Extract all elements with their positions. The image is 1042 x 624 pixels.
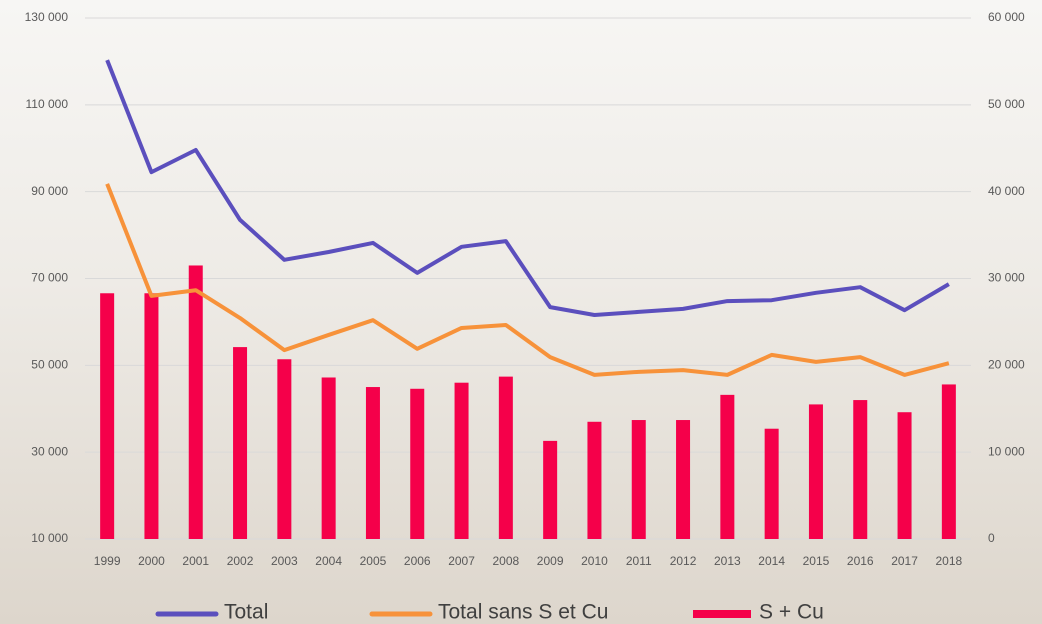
legend-label: S + Cu bbox=[759, 601, 824, 624]
x-tick-label: 2013 bbox=[714, 554, 741, 568]
bar bbox=[499, 377, 513, 539]
y-tick-label: 70 000 bbox=[31, 271, 68, 285]
y2-tick-label: 50 000 bbox=[988, 97, 1025, 111]
x-tick-label: 2002 bbox=[227, 554, 254, 568]
bar bbox=[853, 400, 867, 539]
x-tick-label: 2012 bbox=[670, 554, 697, 568]
x-tick-label: 2000 bbox=[138, 554, 165, 568]
bar bbox=[366, 387, 380, 539]
chart: 10 000 30 000 50 000 70 000 90 000 110 000 130… bbox=[0, 0, 1042, 624]
bar bbox=[632, 420, 646, 539]
x-tick-label: 2009 bbox=[537, 554, 564, 568]
bar bbox=[455, 383, 469, 539]
y2-tick-label: 40 000 bbox=[988, 184, 1025, 198]
x-tick-label: 2007 bbox=[448, 554, 475, 568]
bar bbox=[543, 441, 557, 539]
legend-label: Total sans S et Cu bbox=[438, 601, 608, 624]
y-tick-label: 50 000 bbox=[31, 358, 68, 372]
bar bbox=[410, 389, 424, 539]
x-tick-label: 2015 bbox=[803, 554, 830, 568]
bar bbox=[144, 293, 158, 539]
x-tick-label: 2014 bbox=[758, 554, 785, 568]
x-tick-label: 2001 bbox=[182, 554, 209, 568]
bar bbox=[233, 347, 247, 539]
x-tick-label: 2017 bbox=[891, 554, 918, 568]
y2-tick-label: 0 bbox=[988, 531, 995, 545]
y2-tick-label: 60 000 bbox=[988, 10, 1025, 24]
y-tick-label: 90 000 bbox=[31, 184, 68, 198]
y2-tick-label: 30 000 bbox=[988, 271, 1025, 285]
y2-tick-label: 10 000 bbox=[988, 444, 1025, 458]
x-tick-label: 1999 bbox=[94, 554, 121, 568]
x-tick-label: 2003 bbox=[271, 554, 298, 568]
bar bbox=[676, 420, 690, 539]
y-tick-label: 130 000 bbox=[25, 10, 69, 24]
bar bbox=[322, 377, 336, 539]
bar bbox=[720, 395, 734, 539]
x-tick-label: 2008 bbox=[492, 554, 519, 568]
y-tick-label: 10 000 bbox=[31, 531, 68, 545]
y-tick-label: 30 000 bbox=[31, 444, 68, 458]
x-tick-label: 2006 bbox=[404, 554, 431, 568]
x-tick-label: 2011 bbox=[626, 554, 652, 568]
bar bbox=[277, 359, 291, 539]
x-tick-label: 2004 bbox=[315, 554, 342, 568]
legend-label: Total bbox=[224, 601, 268, 624]
bar bbox=[587, 422, 601, 539]
bar bbox=[189, 265, 203, 539]
x-tick-label: 2010 bbox=[581, 554, 608, 568]
x-tick-label: 2016 bbox=[847, 554, 874, 568]
bar bbox=[898, 412, 912, 539]
bar bbox=[809, 404, 823, 539]
bar bbox=[100, 293, 114, 539]
y-tick-label: 110 000 bbox=[26, 97, 69, 111]
x-tick-label: 2018 bbox=[935, 554, 962, 568]
bar bbox=[942, 384, 956, 539]
legend-swatch bbox=[693, 610, 751, 618]
y2-tick-label: 20 000 bbox=[988, 358, 1025, 372]
bar bbox=[765, 429, 779, 539]
x-tick-label: 2005 bbox=[360, 554, 387, 568]
